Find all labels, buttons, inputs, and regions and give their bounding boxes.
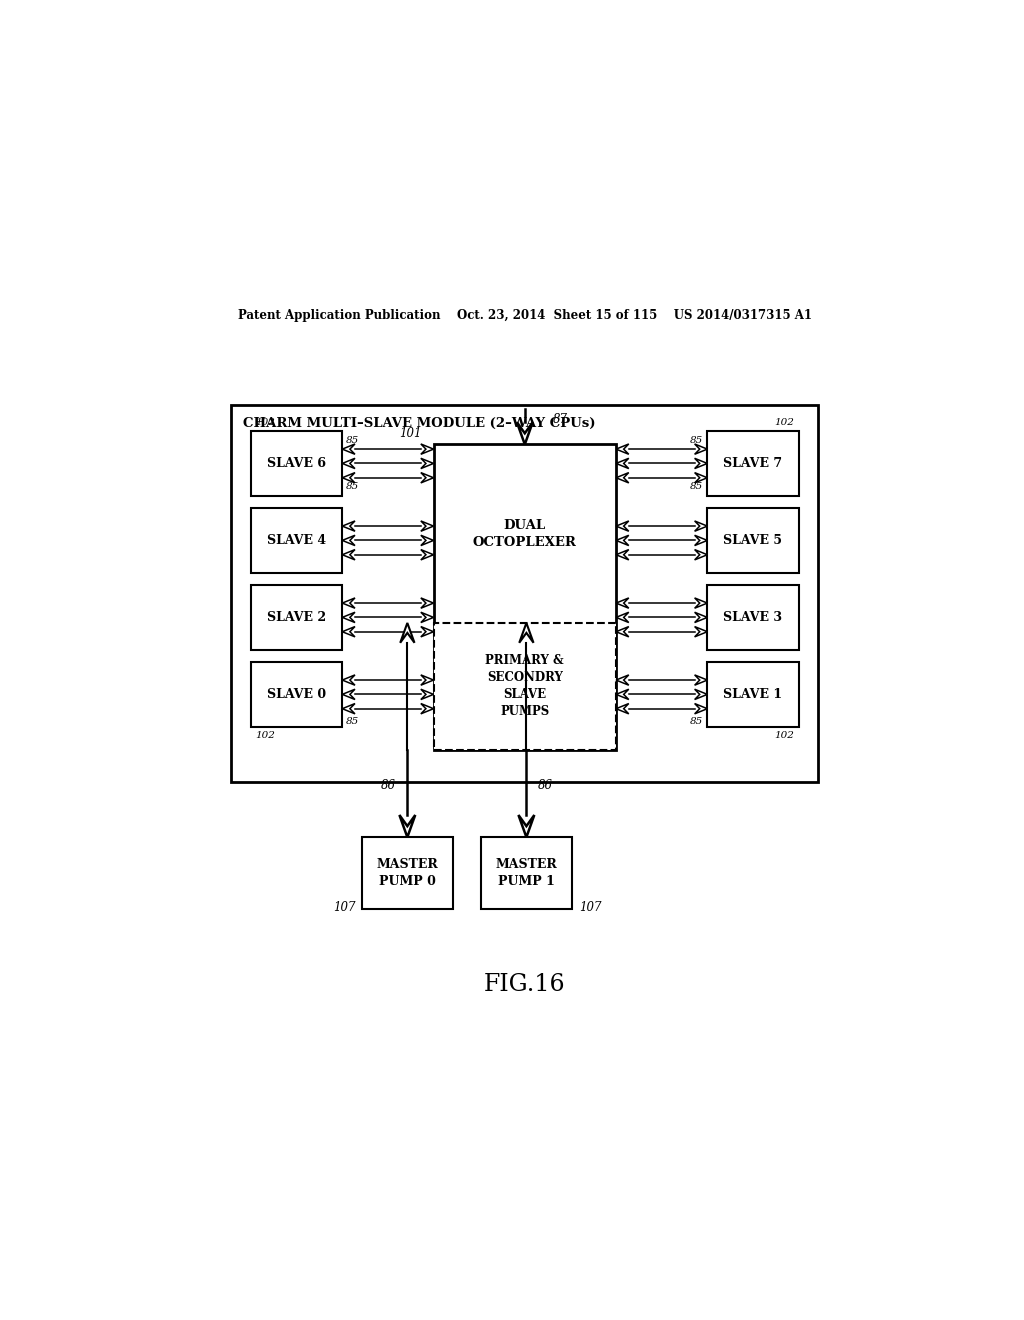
Polygon shape bbox=[421, 704, 433, 714]
Text: SLAVE 0: SLAVE 0 bbox=[267, 688, 327, 701]
Text: MASTER
PUMP 1: MASTER PUMP 1 bbox=[496, 858, 558, 888]
Text: SLAVE 4: SLAVE 4 bbox=[267, 533, 327, 546]
Polygon shape bbox=[616, 549, 629, 560]
Polygon shape bbox=[342, 627, 355, 636]
Polygon shape bbox=[421, 458, 433, 469]
Text: 85: 85 bbox=[690, 482, 703, 491]
Polygon shape bbox=[616, 689, 629, 700]
Polygon shape bbox=[421, 612, 433, 623]
Text: PRIMARY &
SECONDRY
SLAVE
PUMPS: PRIMARY & SECONDRY SLAVE PUMPS bbox=[485, 655, 564, 718]
Polygon shape bbox=[400, 623, 415, 643]
FancyBboxPatch shape bbox=[251, 508, 342, 573]
Text: 107: 107 bbox=[333, 900, 355, 913]
Text: 102: 102 bbox=[255, 418, 274, 426]
FancyBboxPatch shape bbox=[708, 508, 799, 573]
Polygon shape bbox=[616, 598, 629, 609]
Polygon shape bbox=[421, 535, 433, 545]
Polygon shape bbox=[694, 704, 708, 714]
FancyBboxPatch shape bbox=[231, 405, 818, 781]
Text: SLAVE 7: SLAVE 7 bbox=[723, 457, 782, 470]
Polygon shape bbox=[342, 612, 355, 623]
Polygon shape bbox=[342, 675, 355, 685]
Polygon shape bbox=[616, 473, 629, 483]
Polygon shape bbox=[421, 675, 433, 685]
Polygon shape bbox=[342, 689, 355, 700]
Text: DUAL
OCTOPLEXER: DUAL OCTOPLEXER bbox=[473, 519, 577, 549]
Polygon shape bbox=[421, 689, 433, 700]
Text: 85: 85 bbox=[346, 717, 359, 726]
FancyBboxPatch shape bbox=[251, 661, 342, 727]
Polygon shape bbox=[616, 675, 629, 685]
Text: 102: 102 bbox=[775, 418, 795, 426]
Text: 85: 85 bbox=[346, 436, 359, 445]
Text: 85: 85 bbox=[346, 482, 359, 491]
Polygon shape bbox=[519, 623, 534, 643]
Text: 102: 102 bbox=[255, 731, 274, 741]
Polygon shape bbox=[694, 612, 708, 623]
Polygon shape bbox=[421, 473, 433, 483]
Polygon shape bbox=[694, 521, 708, 531]
Polygon shape bbox=[694, 473, 708, 483]
FancyBboxPatch shape bbox=[362, 837, 454, 908]
FancyBboxPatch shape bbox=[481, 837, 572, 908]
Polygon shape bbox=[421, 549, 433, 560]
Text: 86: 86 bbox=[381, 779, 395, 792]
Text: SLAVE 1: SLAVE 1 bbox=[723, 688, 782, 701]
Polygon shape bbox=[342, 521, 355, 531]
Polygon shape bbox=[694, 627, 708, 636]
Polygon shape bbox=[694, 549, 708, 560]
Polygon shape bbox=[616, 612, 629, 623]
Text: 86: 86 bbox=[539, 779, 553, 792]
Polygon shape bbox=[616, 458, 629, 469]
FancyBboxPatch shape bbox=[433, 623, 616, 750]
Text: 85: 85 bbox=[690, 717, 703, 726]
Text: MASTER
PUMP 0: MASTER PUMP 0 bbox=[377, 858, 438, 888]
Polygon shape bbox=[616, 704, 629, 714]
FancyBboxPatch shape bbox=[251, 430, 342, 496]
Text: 102: 102 bbox=[775, 731, 795, 741]
Polygon shape bbox=[694, 689, 708, 700]
Text: 101: 101 bbox=[399, 428, 422, 441]
Polygon shape bbox=[694, 598, 708, 609]
Polygon shape bbox=[421, 521, 433, 531]
Polygon shape bbox=[616, 521, 629, 531]
Polygon shape bbox=[421, 598, 433, 609]
Polygon shape bbox=[694, 675, 708, 685]
Text: SLAVE 6: SLAVE 6 bbox=[267, 457, 326, 470]
Text: Patent Application Publication    Oct. 23, 2014  Sheet 15 of 115    US 2014/0317: Patent Application Publication Oct. 23, … bbox=[238, 309, 812, 322]
Polygon shape bbox=[399, 814, 416, 837]
Polygon shape bbox=[694, 458, 708, 469]
Polygon shape bbox=[342, 473, 355, 483]
Text: 87: 87 bbox=[553, 413, 567, 425]
Text: CHARM MULTI–SLAVE MODULE (2–WAY CPUs): CHARM MULTI–SLAVE MODULE (2–WAY CPUs) bbox=[243, 417, 596, 429]
FancyBboxPatch shape bbox=[708, 661, 799, 727]
Text: FIG.16: FIG.16 bbox=[484, 973, 565, 995]
Text: 107: 107 bbox=[579, 900, 601, 913]
Polygon shape bbox=[517, 422, 532, 445]
Text: SLAVE 3: SLAVE 3 bbox=[724, 611, 782, 624]
FancyBboxPatch shape bbox=[708, 585, 799, 649]
Polygon shape bbox=[616, 627, 629, 636]
Polygon shape bbox=[421, 627, 433, 636]
Polygon shape bbox=[342, 549, 355, 560]
Polygon shape bbox=[421, 444, 433, 454]
Polygon shape bbox=[342, 598, 355, 609]
Polygon shape bbox=[342, 444, 355, 454]
Polygon shape bbox=[342, 704, 355, 714]
Polygon shape bbox=[616, 444, 629, 454]
FancyBboxPatch shape bbox=[708, 430, 799, 496]
Polygon shape bbox=[616, 535, 629, 545]
Polygon shape bbox=[694, 535, 708, 545]
Polygon shape bbox=[342, 458, 355, 469]
FancyBboxPatch shape bbox=[251, 585, 342, 649]
Polygon shape bbox=[342, 535, 355, 545]
Polygon shape bbox=[694, 444, 708, 454]
Text: SLAVE 2: SLAVE 2 bbox=[267, 611, 327, 624]
Text: 85: 85 bbox=[690, 436, 703, 445]
FancyBboxPatch shape bbox=[433, 445, 616, 750]
Text: SLAVE 5: SLAVE 5 bbox=[724, 533, 782, 546]
Polygon shape bbox=[518, 814, 535, 837]
